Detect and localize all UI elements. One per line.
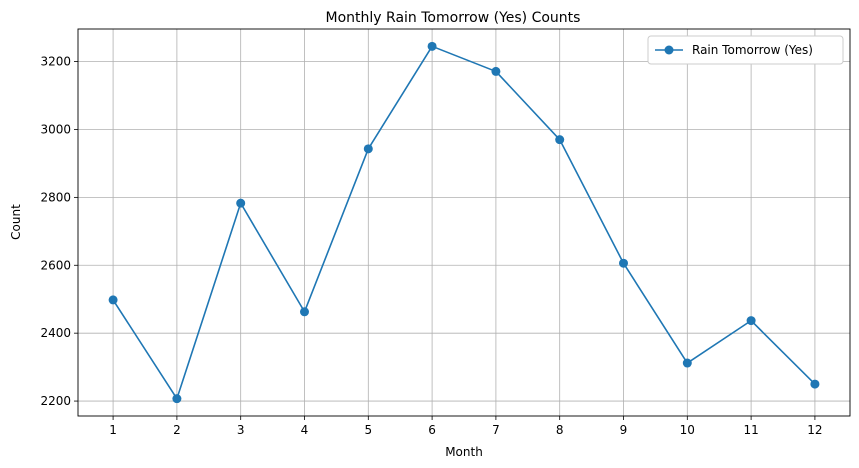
x-tick-label: 7 [492,423,500,437]
x-tick-label: 5 [364,423,372,437]
data-point [172,394,182,404]
x-axis-label: Month [445,445,483,459]
y-tick-label: 3200 [40,55,71,69]
data-point [810,379,820,389]
x-tick-label: 11 [743,423,758,437]
x-axis: 1 2 3 4 5 6 7 8 9 10 11 12 [109,416,823,437]
legend-box [647,35,844,65]
x-tick-label: 3 [237,423,245,437]
data-point [299,307,309,317]
series-line [112,45,816,400]
chart-title: Monthly Rain Tomorrow (Yes) Counts [326,10,581,26]
series-group [108,41,820,404]
y-tick-label: 2400 [40,326,71,340]
legend-marker [664,45,674,55]
x-tick-label: 6 [428,423,436,437]
legend: Rain Tomorrow (Yes) [647,35,844,65]
x-tick-label: 12 [807,423,822,437]
data-point [619,258,629,268]
x-tick-label: 2 [173,423,181,437]
y-tick-label: 2200 [40,394,71,408]
data-point [427,41,437,51]
y-tick-label: 2800 [40,190,71,204]
grid-lines [78,29,850,416]
data-point [236,198,246,208]
x-tick-label: 10 [680,423,695,437]
data-point [491,66,501,76]
x-tick-label: 8 [556,423,564,437]
x-tick-label: 9 [620,423,628,437]
x-tick-label: 1 [109,423,117,437]
y-axis: 2200 2400 2600 2800 3000 3200 [40,55,78,408]
legend-entry-label: Rain Tomorrow (Yes) [692,43,813,57]
data-point [555,135,565,145]
x-tick-label: 4 [301,423,309,437]
y-tick-label: 2600 [40,258,71,272]
data-point [746,316,756,326]
y-axis-label: Count [9,204,23,240]
data-point [363,144,373,154]
data-point [108,295,118,305]
plot-area-frame [77,28,851,417]
data-point [682,358,692,368]
y-tick-label: 3000 [40,122,71,136]
